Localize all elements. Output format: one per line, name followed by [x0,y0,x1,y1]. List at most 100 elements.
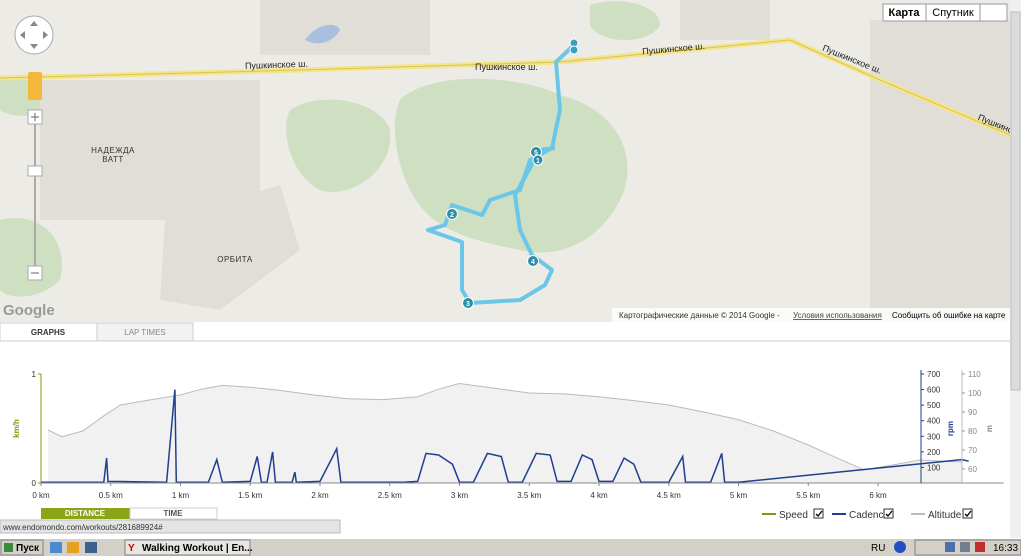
x-mode-label: DISTANCE [65,509,106,518]
lap-marker[interactable] [532,154,544,166]
google-logo: Google [3,302,55,319]
legend-label: Speed [779,510,808,521]
language[interactable]: RU [871,543,885,554]
checkmark [885,510,893,517]
tray-icon[interactable] [975,542,985,552]
x-tick-label: 4 km [590,491,608,500]
lap-marker-label: 5 [534,150,538,157]
taskbar [0,538,1021,556]
y2-tick-label: 200 [927,448,941,457]
residential [260,0,430,55]
task-button[interactable] [124,539,251,556]
x-tick-label: 4.5 km [657,491,681,500]
y3-tick-label: 70 [968,446,977,455]
place-label: НАДЕЖДА [91,146,135,155]
terms-link[interactable]: Условия использования [793,311,882,320]
tray-icon[interactable] [960,542,970,552]
lap-marker[interactable] [527,255,539,267]
checkmark [815,510,823,517]
pegman[interactable] [28,72,42,100]
chart: 0 km 0.5 km 1 km 1.5 km 2 km 2.5 km 3 km 3.5 km… [12,370,1004,500]
y2-tick-label: 300 [927,432,941,441]
residential [870,20,1010,320]
y3-tick-label: 60 [968,465,977,474]
x-mode-button[interactable] [129,507,218,520]
legend-checkbox[interactable] [813,508,824,519]
residential [160,185,300,310]
tray-icon[interactable] [945,542,955,552]
status-bar [0,519,341,534]
tab-label: GRAPHS [31,328,66,337]
residential [40,80,260,220]
altitude-fill [47,383,962,483]
legend-label: Altitude [928,510,962,521]
lap-marker-label: 2 [450,212,454,219]
legend: Speed Cadence Altitude [762,508,973,521]
forest [0,218,62,297]
y2-tick-label: 500 [927,401,941,410]
x-tick-label: 1 km [172,491,190,500]
zoom-handle[interactable] [27,165,43,177]
x-tick-label: 3.5 km [517,491,541,500]
x-tick-label: 2 km [311,491,329,500]
place-label: ОРБИТА [217,255,253,264]
legend-checkbox[interactable] [962,508,973,519]
tab-label: LAP TIMES [124,328,166,337]
y-tick-label: 1 [32,370,37,379]
map-type-label: Спутник [932,7,974,19]
y3-tick-label: 100 [968,389,982,398]
y-axis-title: km/h [12,419,21,438]
pan-control[interactable] [14,15,54,55]
forest [590,1,660,41]
y-tick-label: 0 [32,479,37,488]
road-edge [0,39,1010,136]
lap-marker-label: 3 [466,301,470,308]
x-tick-label: 5 km [730,491,748,500]
start-icon [4,543,13,552]
legend-label: Cadence [849,510,889,521]
quicklaunch-icon[interactable] [50,542,62,553]
scroll-thumb[interactable] [1010,11,1021,391]
series-line [41,389,969,483]
lap-marker[interactable] [462,297,474,309]
forest [286,99,391,192]
map[interactable]: Пушкинское ш. Пушкинское ш. Пушкинское ш… [0,0,1021,322]
legend-checkbox[interactable] [883,508,894,519]
x-mode-button[interactable] [41,508,130,519]
series-line [47,382,962,471]
report-link[interactable]: Сообщить об ошибке на карте [892,311,1006,320]
help-icon[interactable] [894,541,906,553]
lake [305,24,340,44]
y3-tick-label: 80 [968,427,977,436]
attribution: Картографические данные © 2014 Google - [619,311,780,320]
y3-tick-label: 110 [968,370,981,379]
road-label: Пушкинское ш. [475,62,538,72]
route-end [569,45,579,55]
lap-marker[interactable] [446,208,458,220]
status-url: www.endomondo.com/workouts/281689924# [2,523,163,532]
task-label: Walking Workout | En... [142,543,253,554]
zoom-in-icon [31,113,39,121]
x-tick-label: 3 km [451,491,469,500]
y3-axis-title: m [985,425,994,432]
x-tick-label: 6 km [869,491,887,500]
residential [680,0,770,40]
tab[interactable] [96,322,194,342]
y2-tick-label: 600 [927,386,941,395]
quicklaunch-icon[interactable] [85,542,97,553]
y2-axis-title: rpm [946,421,955,436]
y2-tick-label: 400 [927,417,941,426]
markers: 5 1 2 3 4 [446,146,544,309]
task-icon: Y [128,543,135,554]
checkmark [964,510,972,517]
fullscreen-button[interactable] [979,3,1008,22]
lap-marker-label: 1 [536,158,540,165]
y2-tick-label: 100 [927,463,941,472]
map-type-label: Карта [888,7,920,19]
lap-marker-label: 4 [531,259,535,266]
x-tick-label: 2.5 km [378,491,402,500]
quicklaunch-icon[interactable] [67,542,79,553]
